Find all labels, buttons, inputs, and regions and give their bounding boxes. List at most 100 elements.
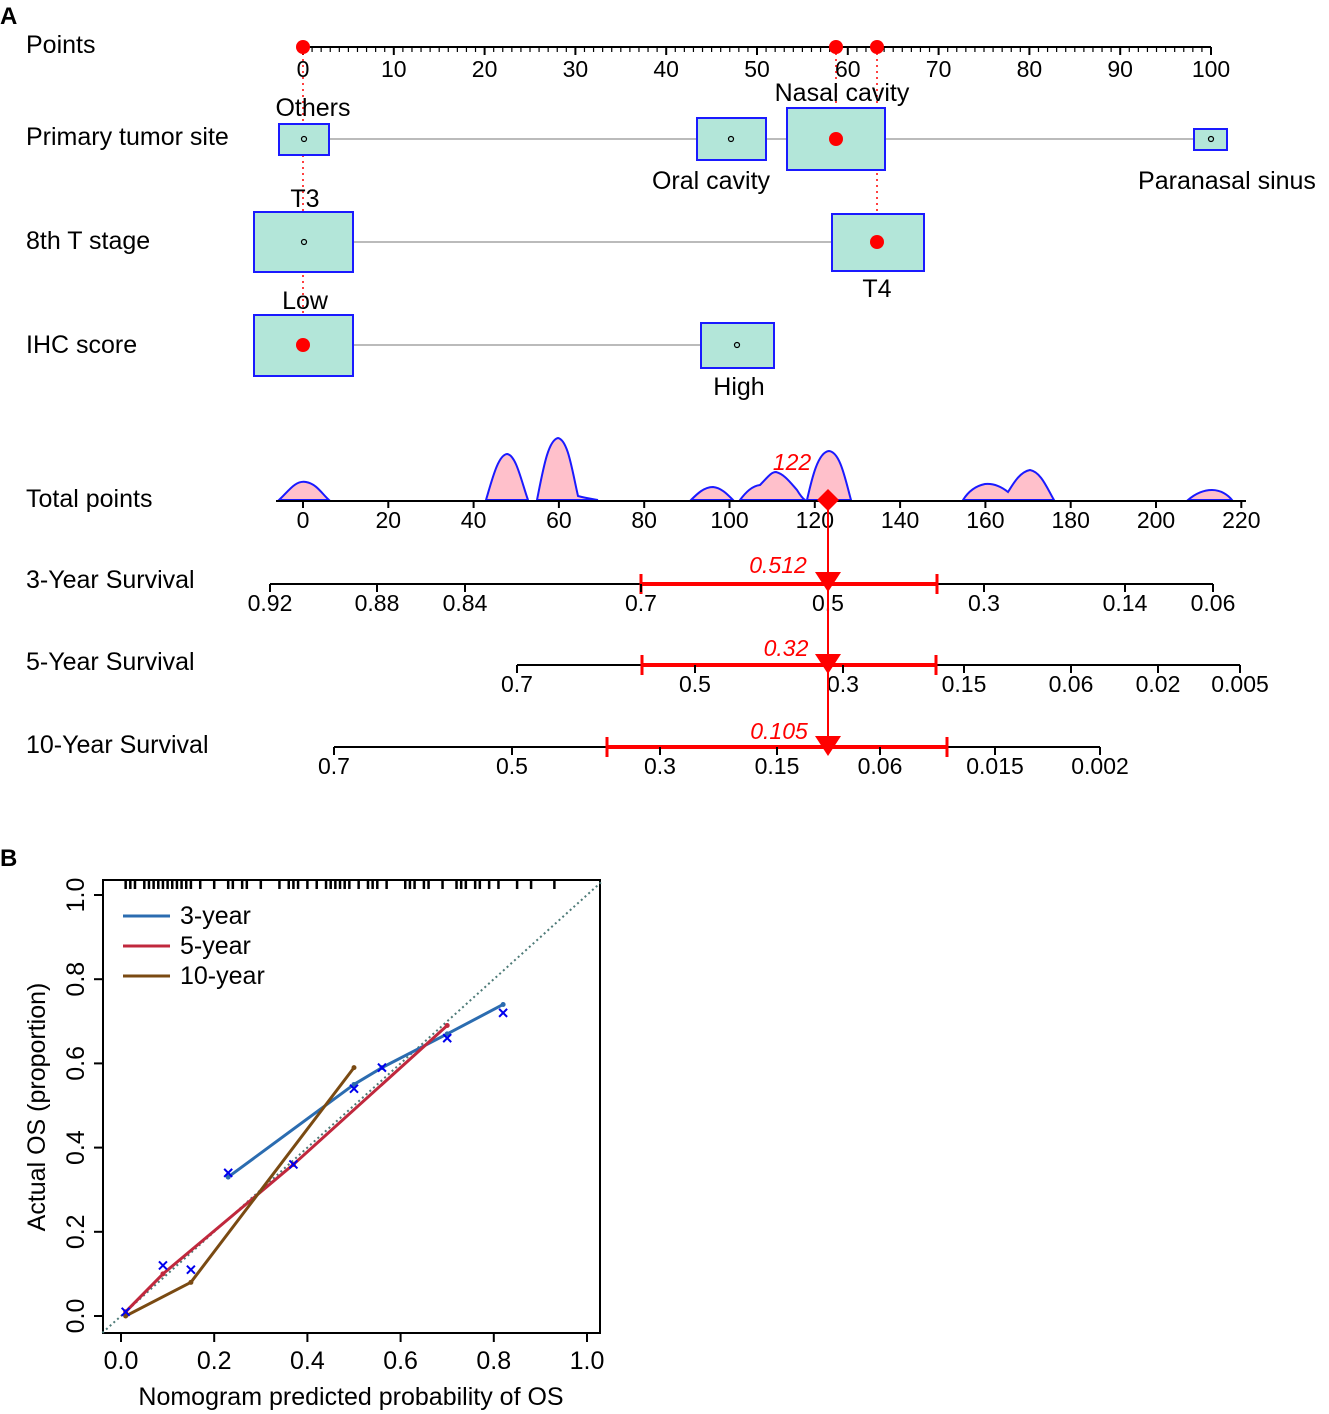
total-points-tick-label: 220 (1222, 507, 1260, 533)
density-peak (276, 480, 332, 501)
x-axis-label: Nomogram predicted probability of OS (138, 1383, 563, 1411)
survival-tick-label: 0.5 (496, 753, 528, 779)
density-peak (535, 436, 599, 501)
total-points-marker (817, 489, 839, 511)
survival-tick-label: 0.002 (1071, 753, 1129, 779)
survival-tick-label: 0.7 (318, 753, 350, 779)
points-tick-label: 0 (297, 56, 310, 82)
survival-3y-predicted: 0.512 (749, 552, 807, 578)
points-marker-nasal (829, 40, 843, 54)
density-peak (484, 452, 530, 501)
level-box-high (700, 322, 775, 369)
points-tick-label: 100 (1192, 56, 1230, 82)
survival-10y-axis: 0.105 0.7 0.5 0.3 0.15 0.06 0.015 0.002 (318, 718, 1129, 779)
y-tick-label: 0.8 (62, 962, 90, 997)
survival-tick-label: 0.15 (942, 671, 987, 697)
level-box-others (278, 123, 330, 156)
y-tick-label: 0.6 (62, 1046, 90, 1081)
level-label-paranasal-sinus: Paranasal sinus (1138, 167, 1316, 195)
level-label-others: Others (275, 94, 350, 122)
points-marker-low (296, 40, 310, 54)
density-peak (805, 449, 853, 501)
calibration-plot: Actual OS (proportion) Nomogram predicte… (23, 878, 604, 1411)
y-tick-label: 0.0 (62, 1299, 90, 1334)
y-axis-label: Actual OS (proportion) (23, 983, 51, 1232)
level-dot-others (300, 135, 308, 143)
survival-tick-label: 0.06 (1191, 590, 1236, 616)
panel-a-label: A (0, 3, 17, 30)
series-point (188, 1279, 194, 1285)
legend-label-10-year: 10-year (180, 962, 265, 990)
level-label-t4: T4 (862, 275, 891, 303)
var-label-t-stage: 8th T stage (26, 227, 150, 255)
total-points-tick-label: 180 (1052, 507, 1090, 533)
survival-tick-label: 0.15 (755, 753, 800, 779)
survival-tick-label: 0.02 (1136, 671, 1181, 697)
observed-marker (186, 1264, 196, 1275)
series-point (351, 1081, 357, 1087)
survival-5y-predicted: 0.32 (764, 635, 809, 661)
series-point (123, 1313, 129, 1319)
points-axis-minor-ticks (302, 47, 1212, 55)
density-peak (961, 468, 1056, 501)
var-label-ihc-score: IHC score (26, 331, 137, 359)
survival-10y-label: 10-Year Survival (26, 731, 209, 759)
total-points-tick-label: 20 (376, 507, 402, 533)
survival-5y-marker (815, 654, 841, 674)
level-label-oral-cavity: Oral cavity (652, 167, 771, 195)
survival-tick-label: 0.3 (968, 590, 1000, 616)
points-tick-label: 70 (926, 56, 952, 82)
survival-tick-label: 0.5 (679, 671, 711, 697)
survival-tick-label: 0.7 (625, 590, 657, 616)
total-points-tick-label: 60 (546, 507, 572, 533)
survival-tick-label: 0.92 (248, 590, 293, 616)
points-tick-label: 50 (744, 56, 770, 82)
total-points-tick-label: 80 (631, 507, 657, 533)
survival-tick-label: 0.06 (858, 753, 903, 779)
points-tick-label: 20 (472, 56, 498, 82)
plot-frame (102, 879, 601, 1334)
legend-label-5-year: 5-year (180, 932, 251, 960)
level-box-paranasal-sinus (1193, 128, 1228, 151)
level-label-low: Low (282, 287, 329, 315)
level-box-oral-cavity (696, 117, 767, 161)
survival-tick-label: 0.7 (501, 671, 533, 697)
survival-3y-axis: 0.512 0.92 0.88 0.84 0.7 0.5 0.3 0.14 0.06 (248, 552, 1236, 616)
survival-5y-label: 5-Year Survival (26, 648, 195, 676)
series-point (351, 1065, 357, 1071)
density-peak (1185, 488, 1235, 501)
survival-tick-label: 0.84 (443, 590, 488, 616)
series-point (160, 1271, 166, 1277)
points-tick-label: 40 (653, 56, 679, 82)
x-axis-ticks: 0.0 0.2 0.4 0.6 0.8 1.0 (104, 1333, 604, 1375)
level-label-high: High (713, 373, 764, 401)
x-tick-label: 0.6 (383, 1347, 418, 1375)
series-point (444, 1031, 450, 1037)
legend-label-3-year: 3-year (180, 902, 251, 930)
points-tick-label: 10 (381, 56, 407, 82)
selected-marker-low (296, 338, 310, 352)
nomogram: Points Primary tumor site 8th T stage IH… (26, 31, 1316, 779)
observed-marker-stroke (498, 1008, 508, 1018)
observed-marker (120, 1307, 131, 1317)
survival-tick-label: 0.015 (966, 753, 1024, 779)
panel-b-label: B (0, 845, 17, 872)
survival-3y-marker (815, 572, 841, 592)
density-peak (737, 470, 809, 501)
survival-3y-label: 3-Year Survival (26, 566, 195, 594)
observed-total-label: 122 (773, 449, 812, 475)
survival-10y-predicted: 0.105 (750, 718, 808, 744)
series-3-year (227, 1003, 504, 1179)
y-axis-ticks: 0.0 0.2 0.4 0.6 0.8 1.0 (62, 878, 103, 1334)
total-points-tick-label: 0 (297, 507, 310, 533)
series-point (444, 1023, 450, 1029)
points-marker-t4 (870, 40, 884, 54)
observed-marker (377, 1062, 387, 1073)
var-label-primary-tumor-site: Primary tumor site (26, 123, 229, 151)
total-points-tick-label: 200 (1137, 507, 1175, 533)
points-tick-label: 90 (1107, 56, 1133, 82)
series-5-year (124, 1024, 449, 1313)
level-dot-t3 (300, 238, 308, 246)
ideal-diagonal-line (101, 881, 602, 1334)
